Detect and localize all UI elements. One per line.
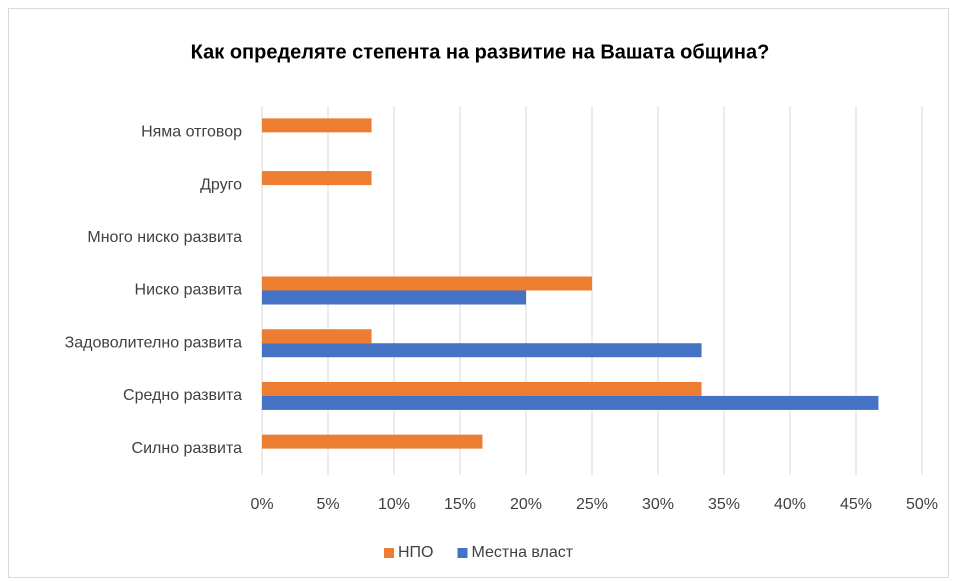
y-tick-label: Ниско развита: [135, 282, 243, 299]
x-tick-label: 50%: [906, 496, 938, 513]
bar: [262, 290, 526, 305]
x-tick-label: 0%: [250, 496, 273, 513]
bar: [262, 381, 702, 396]
bar: [262, 118, 372, 133]
x-tick-label: 45%: [840, 496, 872, 513]
legend-label: Местна власт: [472, 544, 574, 561]
bar: [262, 171, 372, 186]
legend-swatch: [457, 548, 468, 558]
x-tick-label: 35%: [708, 496, 740, 513]
y-tick-label: Няма отговор: [141, 124, 242, 141]
x-tick-label: 40%: [774, 496, 806, 513]
x-tick-label: 15%: [444, 496, 476, 513]
bar: [262, 434, 483, 449]
bar: [262, 343, 702, 358]
y-tick-label: Силно развита: [132, 440, 243, 457]
bar: [262, 276, 592, 291]
bar: [262, 329, 372, 344]
x-tick-label: 30%: [642, 496, 674, 513]
y-tick-label: Средно развита: [123, 387, 242, 404]
y-tick-label: Много ниско развита: [87, 229, 242, 246]
chart-title: Как определяте степента на развитие на В…: [191, 41, 770, 63]
legend-label: НПО: [398, 544, 434, 561]
x-tick-label: 10%: [378, 496, 410, 513]
x-tick-label: 25%: [576, 496, 608, 513]
y-tick-label: Задоволително развита: [65, 334, 243, 351]
y-tick-label: Друго: [200, 176, 242, 193]
legend-swatch: [384, 548, 394, 558]
x-tick-label: 5%: [316, 496, 339, 513]
bar: [262, 395, 879, 410]
x-tick-label: 20%: [510, 496, 542, 513]
